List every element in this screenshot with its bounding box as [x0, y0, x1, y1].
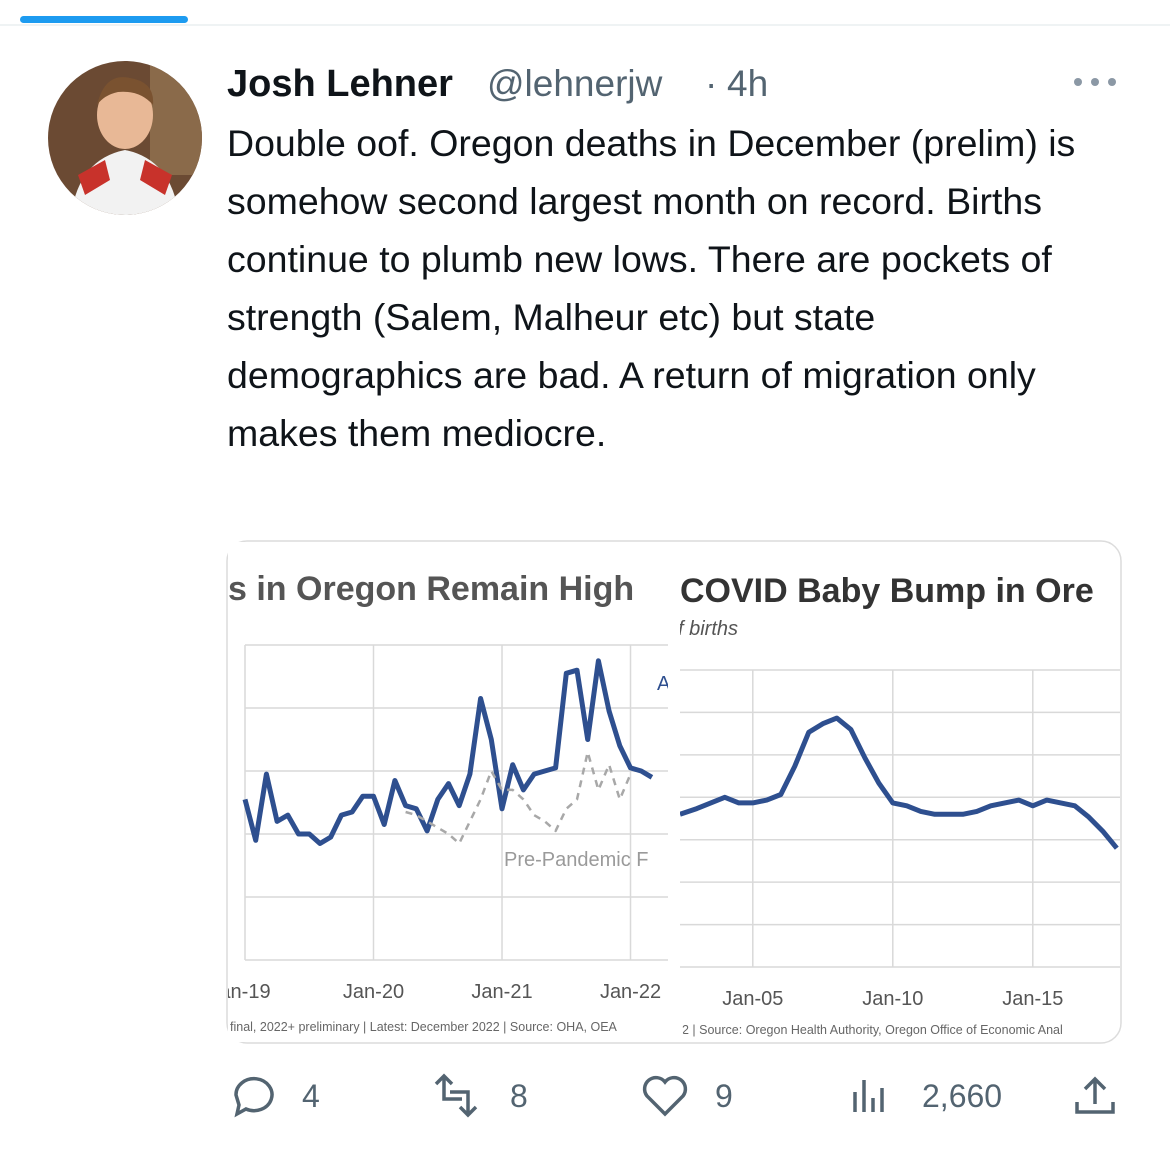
like-icon[interactable]	[642, 1075, 688, 1117]
annotation: Pre-Pandemic F	[504, 849, 649, 871]
avatar[interactable]	[40, 55, 210, 225]
chart-footnote: 2 | Source: Oregon Health Authority, Ore…	[682, 1023, 1063, 1037]
more-menu[interactable]	[1074, 78, 1116, 86]
x-tick-label: Jan-22	[600, 981, 661, 1003]
x-tick-label: Jan-20	[343, 981, 404, 1003]
x-tick-label: Jan-10	[862, 988, 923, 1010]
media[interactable]: s in Oregon Remain High an-19 Jan-20 Jan-21…	[219, 540, 1122, 1044]
chart-footnote: final, 2022+ preliminary | Latest: Decem…	[230, 1020, 618, 1034]
tweet-text: Double oof. Oregon deaths in December (p…	[227, 122, 1076, 454]
reply-count: 4	[302, 1078, 320, 1114]
action-bar	[234, 1073, 1115, 1118]
timestamp[interactable]: 4h	[727, 63, 768, 104]
data-line	[680, 715, 1119, 850]
retweet-count: 8	[510, 1078, 528, 1114]
view-count: 2,660	[922, 1078, 1002, 1114]
reply-icon[interactable]	[234, 1076, 274, 1118]
data-line	[242, 658, 654, 846]
views-icon[interactable]	[853, 1080, 884, 1112]
like-count: 9	[715, 1078, 733, 1114]
data-line	[405, 750, 632, 845]
x-tick-label: Jan-21	[471, 981, 532, 1003]
chart-background	[228, 542, 668, 1042]
chart-image[interactable]: s in Oregon Remain High an-19 Jan-20 Jan-21…	[219, 542, 671, 1042]
x-tick-label: an-19	[219, 981, 270, 1003]
chart-title: s in Oregon Remain High	[228, 570, 634, 608]
chart-subtitle: f births	[678, 618, 738, 640]
chart-title: COVID Baby Bump in Ore	[680, 572, 1094, 610]
share-icon[interactable]	[1075, 1076, 1115, 1114]
annotation: A	[657, 673, 671, 695]
retweet-icon[interactable]	[434, 1073, 478, 1118]
tweet-text-box: Double oof. Oregon deaths in December (p…	[227, 122, 1076, 454]
x-tick-label: Jan-15	[1002, 988, 1063, 1010]
x-tick-label: Jan-05	[722, 988, 783, 1010]
author-handle[interactable]: @lehnerjw	[487, 63, 663, 104]
separator: ·	[705, 63, 717, 104]
tab-indicator	[20, 16, 188, 23]
author-name[interactable]: Josh Lehner	[227, 63, 453, 105]
chart-image[interactable]: COVID Baby Bump in Ore f births Jan-05 Jan-…	[678, 542, 1121, 1042]
